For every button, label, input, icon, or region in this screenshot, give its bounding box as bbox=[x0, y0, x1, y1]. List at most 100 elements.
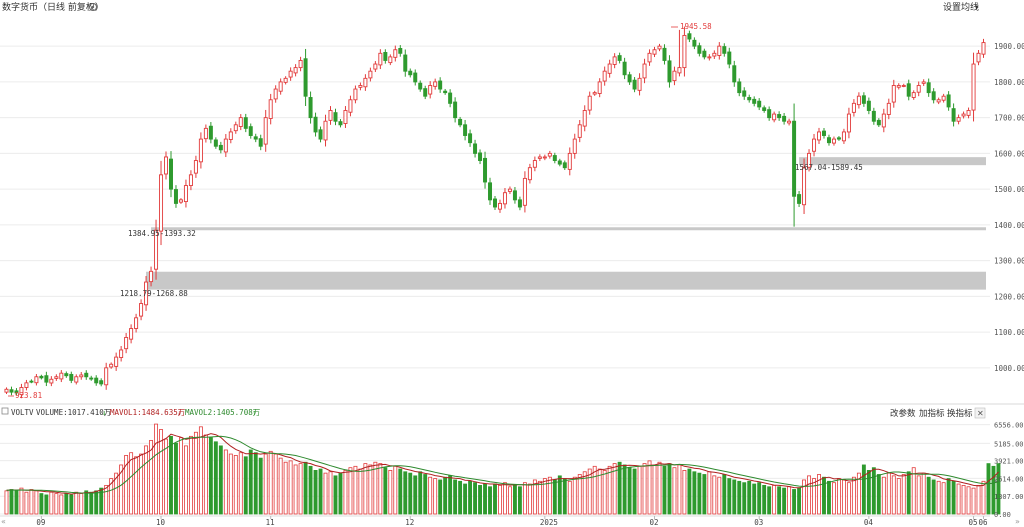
volume-bar-down bbox=[632, 468, 637, 515]
date-tick-label: 04 bbox=[864, 518, 874, 527]
volume-bar-down bbox=[218, 445, 223, 515]
volume-bar-down bbox=[248, 449, 253, 515]
candle-up bbox=[522, 177, 527, 206]
candle-down bbox=[946, 94, 951, 108]
volume-bar-up bbox=[49, 491, 54, 515]
candle-down bbox=[627, 74, 632, 83]
volume-bar-down bbox=[403, 471, 408, 515]
add-indicator-button[interactable]: 加指标 bbox=[919, 408, 945, 419]
volume-bar-up bbox=[503, 482, 507, 515]
candle-up bbox=[966, 110, 971, 116]
volume-bar-up bbox=[547, 476, 552, 515]
volume-bar-up bbox=[537, 480, 542, 515]
candle-up bbox=[602, 70, 607, 82]
candle-down bbox=[99, 380, 104, 385]
candle-down bbox=[861, 95, 866, 104]
volume-bar-down bbox=[443, 476, 448, 515]
edit-params-button[interactable]: 改参数 bbox=[890, 408, 916, 419]
volume-tick-label: 6556.00 bbox=[994, 422, 1024, 430]
price-tick-label: 1100.00 bbox=[994, 328, 1024, 337]
volume-bar-up bbox=[188, 435, 193, 515]
candle-up bbox=[134, 317, 139, 329]
volume-bar-up bbox=[961, 484, 966, 515]
volume-bar-up bbox=[612, 463, 617, 515]
candle-up bbox=[149, 270, 154, 283]
date-tick-label: 12 bbox=[405, 518, 414, 527]
volume-bar-up bbox=[388, 470, 393, 515]
volume-bar-down bbox=[253, 452, 258, 515]
candle-up bbox=[19, 387, 24, 396]
candle-down bbox=[403, 54, 408, 72]
candle-down bbox=[14, 390, 19, 394]
candle-up bbox=[677, 67, 682, 74]
volume-bar-down bbox=[662, 465, 667, 515]
volume-bar-up bbox=[144, 445, 149, 515]
price-annotations: 1384.95-1393.32 1218.79-1268.88 1567.04-… bbox=[8, 22, 863, 400]
volume-bar-up bbox=[183, 445, 188, 515]
volume-bar-down bbox=[313, 470, 318, 515]
volume-bar-up bbox=[812, 478, 816, 515]
volume-bar-up bbox=[19, 487, 24, 515]
candle-down bbox=[876, 119, 881, 126]
volume-bar-up bbox=[881, 476, 886, 515]
volume-bar-down bbox=[453, 479, 458, 515]
volume-bar-down bbox=[44, 494, 49, 515]
candle-up bbox=[672, 70, 677, 82]
ma-settings-button[interactable]: 设置均线 bbox=[943, 1, 979, 13]
volume-bar-up bbox=[911, 467, 916, 515]
close-icon[interactable]: ✕ bbox=[977, 409, 984, 418]
price-tick-label: 1700.00 bbox=[994, 114, 1024, 123]
candle-up bbox=[961, 113, 966, 117]
candle-down bbox=[687, 33, 692, 40]
volume-bar-up bbox=[582, 471, 587, 515]
volume-bar-down bbox=[871, 467, 876, 515]
volume-bar-down bbox=[732, 479, 737, 515]
volume-bar-up bbox=[508, 486, 512, 515]
candle-down bbox=[662, 47, 667, 61]
volume-bar-up bbox=[373, 461, 378, 515]
volume-bar-up bbox=[268, 450, 273, 515]
volume-bar-down bbox=[757, 482, 762, 515]
candle-down bbox=[84, 372, 89, 378]
collapse-icon[interactable] bbox=[1, 407, 9, 415]
candle-up bbox=[971, 63, 976, 111]
candle-up bbox=[79, 374, 84, 378]
volume-bar-up bbox=[273, 453, 278, 515]
settings-gear-icon[interactable] bbox=[89, 3, 97, 11]
candle-down bbox=[213, 139, 218, 147]
price-tick-label: 1400.00 bbox=[994, 221, 1024, 230]
candle-up bbox=[159, 174, 164, 232]
candle-down bbox=[737, 81, 742, 94]
volume-bar-up bbox=[134, 456, 139, 515]
scroll-right-icon[interactable]: » bbox=[1015, 517, 1020, 526]
date-tick-label: 09 bbox=[36, 518, 45, 527]
switch-indicator-button[interactable]: 换指标 bbox=[947, 408, 973, 419]
candle-up bbox=[956, 117, 961, 122]
candle-up bbox=[916, 85, 921, 93]
volume-bar-up bbox=[846, 482, 851, 515]
close-indicator-button[interactable] bbox=[974, 407, 986, 419]
volume-bar-down bbox=[84, 490, 89, 515]
candle-up bbox=[293, 67, 298, 74]
ma-settings-caret-icon[interactable]: ▾ bbox=[975, 3, 979, 11]
scroll-left-icon[interactable]: « bbox=[1, 517, 6, 526]
low-price-label: 923.81 bbox=[15, 391, 42, 400]
candle-up bbox=[109, 363, 114, 368]
candle-up bbox=[807, 152, 812, 168]
volume-bar-up bbox=[119, 464, 124, 515]
candle-up bbox=[178, 199, 183, 203]
candle-down bbox=[617, 55, 622, 61]
candle-up bbox=[901, 85, 906, 87]
candle-down bbox=[44, 375, 49, 383]
date-tick-label: 11 bbox=[266, 518, 275, 527]
volume-bar-up bbox=[841, 479, 846, 515]
candle-down bbox=[836, 137, 841, 140]
mavol1-line bbox=[6, 433, 999, 495]
candle-down bbox=[438, 80, 443, 90]
volume-bar-up bbox=[238, 452, 243, 515]
volume-bar-up bbox=[164, 438, 168, 515]
volume-bar-up bbox=[498, 484, 502, 515]
candle-down bbox=[752, 98, 757, 104]
date-tick-label: 03 bbox=[754, 518, 763, 527]
candle-down bbox=[951, 108, 956, 122]
